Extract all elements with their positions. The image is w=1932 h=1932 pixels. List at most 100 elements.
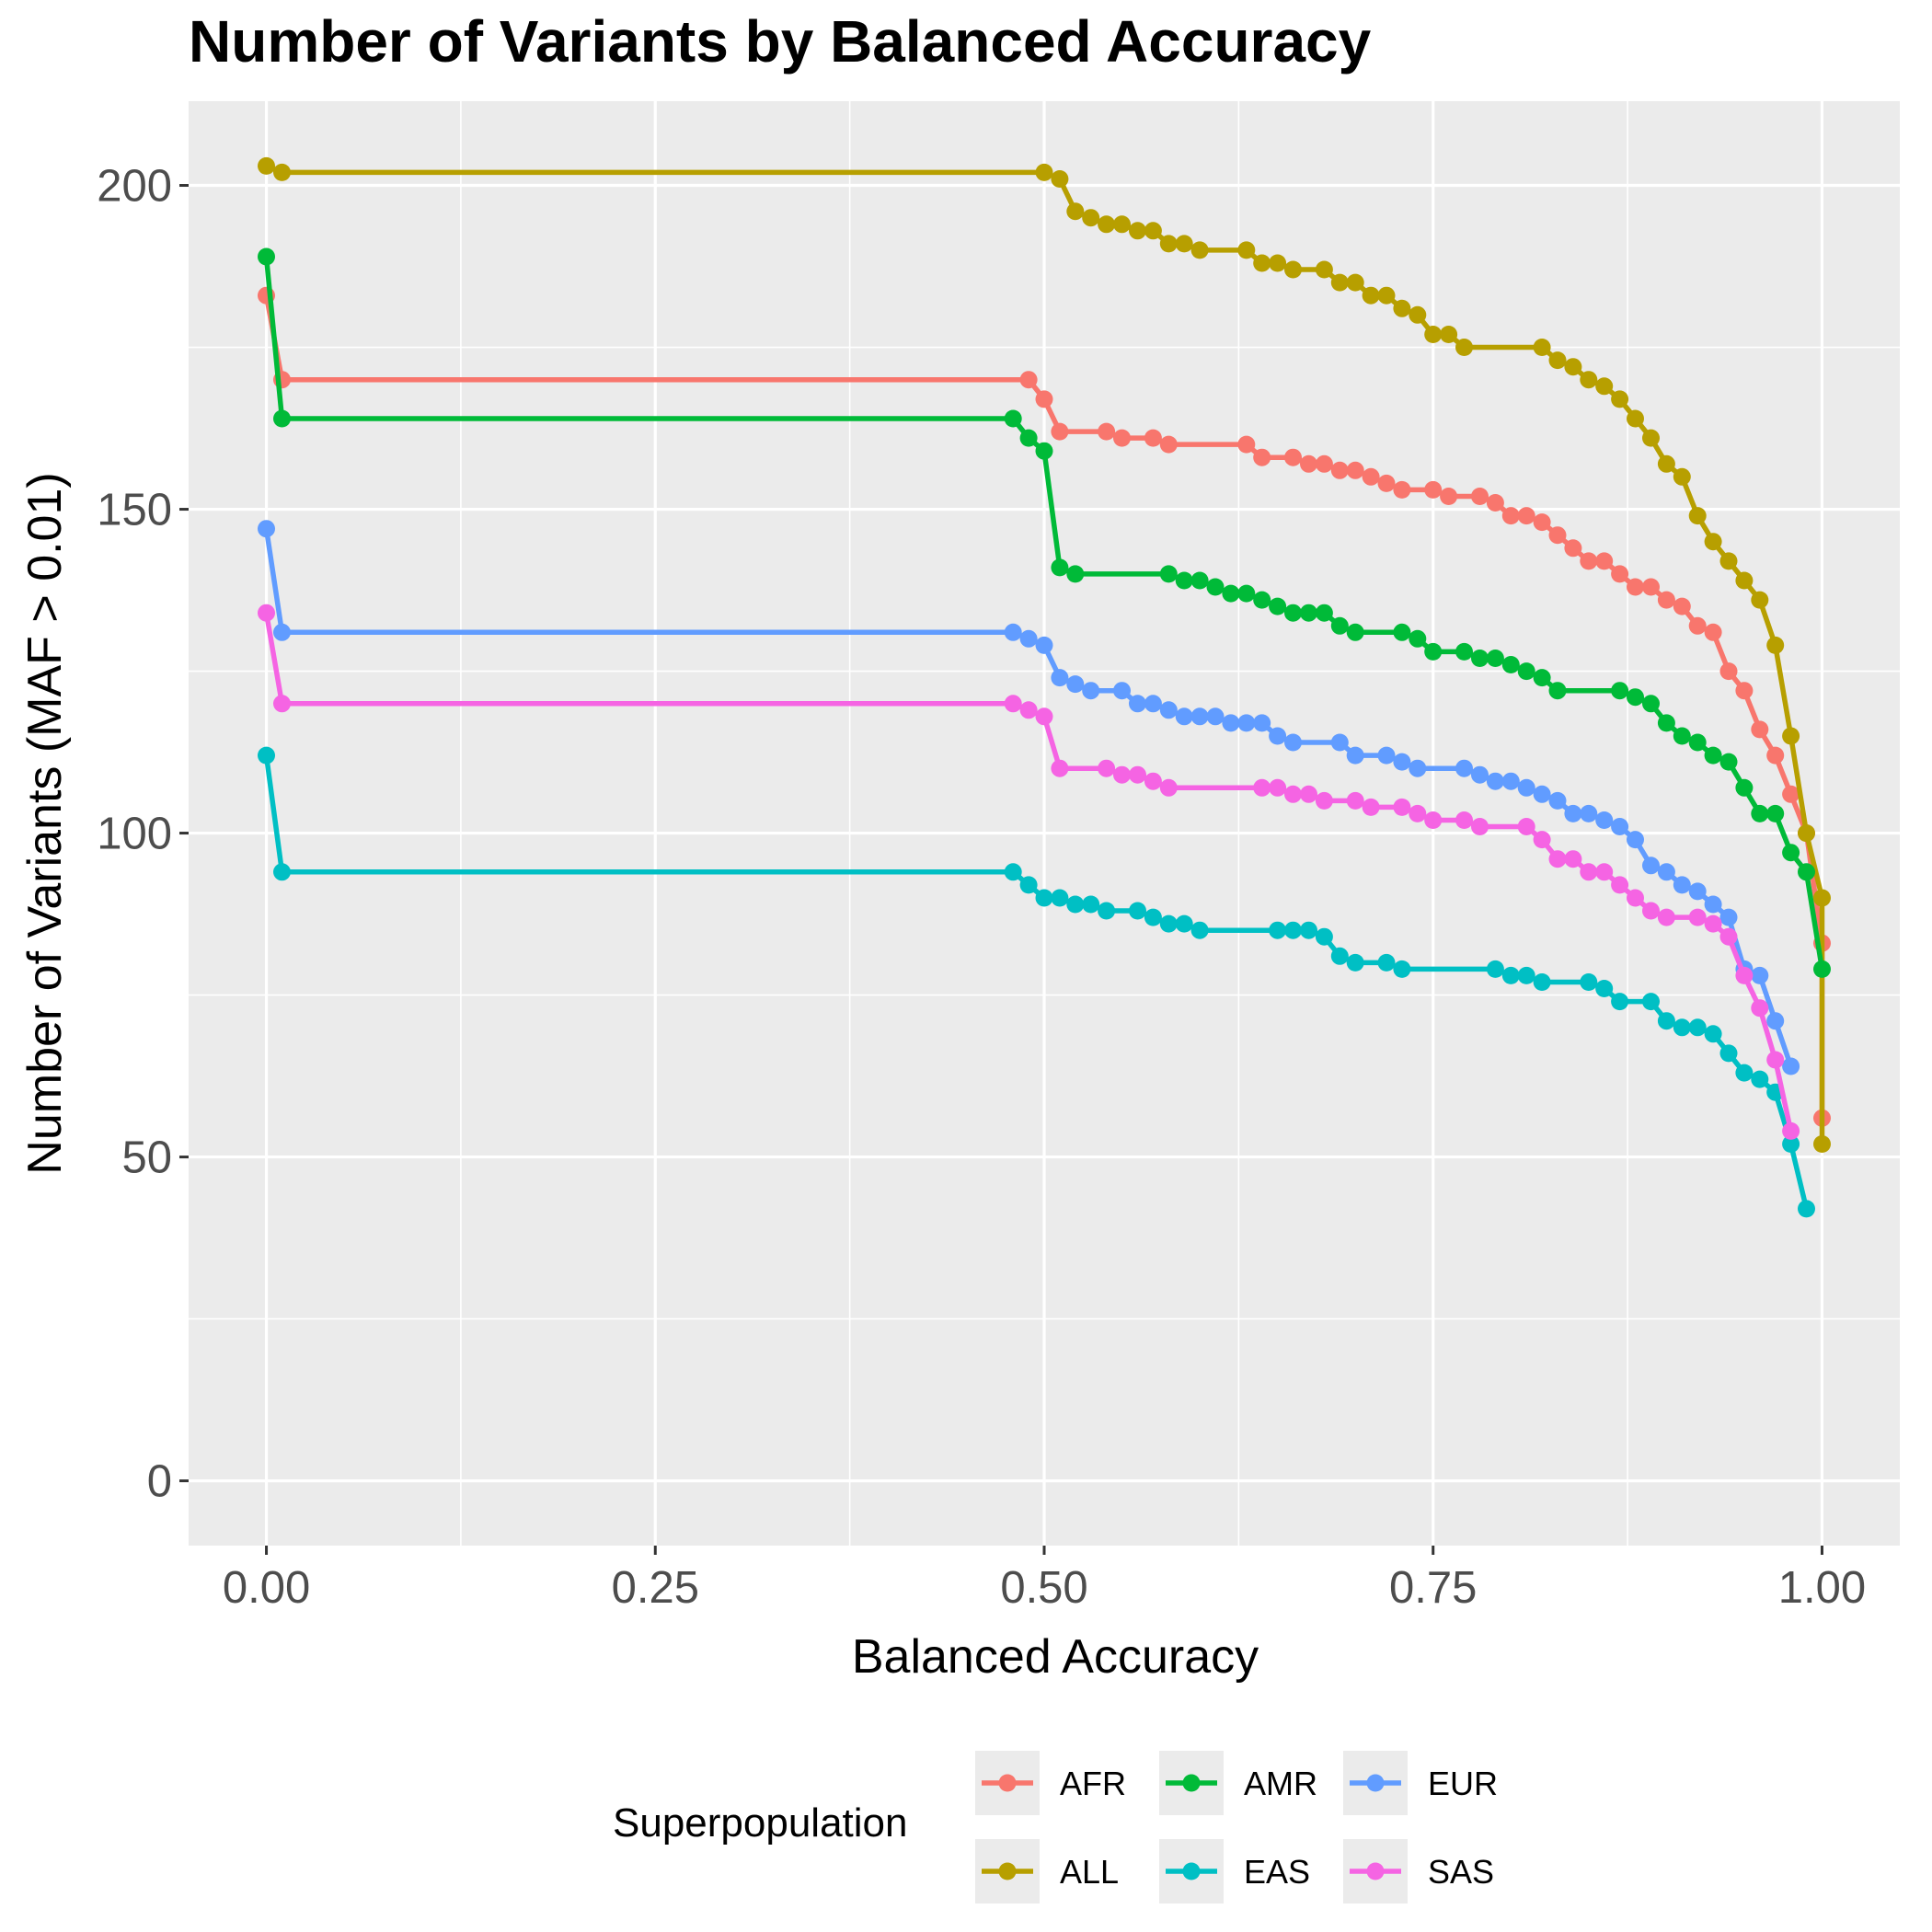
series-amr	[258, 247, 1831, 978]
data-point-amr	[1222, 584, 1240, 603]
data-point-amr	[1051, 558, 1069, 577]
data-point-all	[1455, 339, 1473, 356]
data-point-all	[1377, 286, 1396, 305]
data-point-eas	[1673, 1018, 1691, 1037]
legend-item-sas: SAS	[1343, 1839, 1494, 1903]
data-point-sas	[1144, 772, 1162, 790]
data-point-eur	[1471, 765, 1489, 784]
data-point-eur	[1704, 895, 1722, 914]
data-point-eur	[1051, 669, 1069, 687]
data-point-all	[1564, 358, 1582, 376]
data-point-sas	[1253, 778, 1271, 797]
data-point-amr	[1424, 642, 1443, 661]
data-point-amr	[258, 247, 275, 266]
data-point-eas	[1782, 1135, 1800, 1153]
data-point-eas	[1035, 889, 1053, 907]
data-point-amr	[1813, 960, 1831, 978]
data-point-sas	[1409, 804, 1427, 822]
data-point-all	[1315, 260, 1333, 279]
data-point-eas	[1393, 960, 1411, 978]
data-point-eur	[1346, 746, 1364, 765]
data-point-afr	[1393, 480, 1411, 499]
data-point-all	[1657, 454, 1675, 473]
data-point-sas	[1019, 701, 1038, 719]
data-point-eas	[1501, 966, 1520, 984]
data-point-all	[1284, 260, 1302, 279]
legend-label-amr: AMR	[1244, 1765, 1317, 1802]
legend-key-point-afr	[998, 1774, 1017, 1792]
data-point-all	[1719, 552, 1738, 570]
data-point-afr	[1688, 616, 1707, 635]
data-point-afr	[1751, 720, 1769, 739]
data-point-afr	[1642, 578, 1660, 596]
data-point-eur	[1501, 772, 1520, 790]
data-point-all	[1813, 889, 1831, 907]
y-tick-label: 200	[97, 162, 172, 212]
data-point-amr	[1253, 591, 1271, 609]
data-point-sas	[1362, 798, 1380, 816]
data-point-sas	[273, 695, 291, 713]
data-point-amr	[1284, 604, 1302, 622]
data-point-all	[1129, 222, 1146, 240]
data-point-sas	[1782, 1121, 1800, 1140]
series-eas	[258, 746, 1815, 1218]
data-point-amr	[1627, 688, 1644, 707]
data-point-eur	[258, 520, 275, 538]
data-point-amr	[1455, 642, 1473, 661]
data-point-sas	[1642, 902, 1660, 920]
legend: Superpopulation AFR AMR EUR ALL EAS SAS	[613, 1751, 1498, 1903]
data-point-all	[1735, 571, 1754, 590]
data-point-sas	[1004, 695, 1022, 713]
data-point-sas	[1766, 1051, 1785, 1069]
data-point-eas	[1330, 947, 1349, 965]
data-point-eur	[1517, 778, 1535, 797]
x-tick-label: 0.00	[223, 1563, 310, 1613]
legend-item-eas: EAS	[1159, 1839, 1310, 1903]
y-tick-label: 150	[97, 486, 172, 535]
y-axis-title: Number of Variants (MAF > 0.01)	[18, 472, 72, 1174]
legend-label-eur: EUR	[1428, 1765, 1498, 1802]
data-point-amr	[1657, 714, 1675, 732]
data-point-all	[1642, 429, 1660, 447]
data-point-eur	[1330, 733, 1349, 752]
data-point-sas	[1719, 927, 1738, 946]
data-point-eas	[1082, 895, 1100, 914]
data-point-eas	[1051, 889, 1069, 907]
data-point-sas	[258, 604, 275, 622]
data-point-sas	[1657, 908, 1675, 926]
x-tick-label: 0.25	[612, 1563, 699, 1613]
data-point-sas	[1471, 818, 1489, 835]
data-point-eas	[1704, 1025, 1722, 1043]
series-all	[258, 156, 1831, 1153]
y-tick-label: 50	[121, 1133, 172, 1183]
data-point-eur	[1611, 818, 1629, 835]
data-point-amr	[1533, 669, 1551, 687]
data-point-afr	[1564, 539, 1582, 558]
x-tick-label: 0.50	[1000, 1563, 1087, 1613]
legend-label-all: ALL	[1060, 1853, 1119, 1891]
x-tick-label: 1.00	[1778, 1563, 1866, 1613]
legend-key-point-eur	[1366, 1774, 1385, 1792]
data-point-eur	[1595, 811, 1614, 829]
data-point-eur	[1548, 791, 1567, 810]
legend-key-point-all	[998, 1862, 1017, 1880]
data-point-eur	[1580, 804, 1598, 822]
data-point-eur	[1751, 966, 1769, 984]
data-point-all	[1595, 377, 1614, 396]
data-point-afr	[1766, 746, 1785, 765]
data-point-all	[1082, 209, 1100, 227]
data-point-afr	[1253, 448, 1271, 466]
data-point-all	[1098, 215, 1116, 234]
data-point-eur	[1284, 733, 1302, 752]
data-point-sas	[1051, 759, 1069, 777]
data-point-afr	[1782, 785, 1800, 803]
data-point-eur	[1019, 629, 1038, 648]
data-point-amr	[1751, 804, 1769, 822]
data-point-sas	[1284, 785, 1302, 803]
data-point-eur	[1533, 785, 1551, 803]
data-point-eur	[1688, 882, 1707, 901]
data-point-eas	[1735, 1064, 1754, 1082]
data-point-amr	[1409, 629, 1427, 648]
data-point-sas	[1129, 765, 1146, 784]
